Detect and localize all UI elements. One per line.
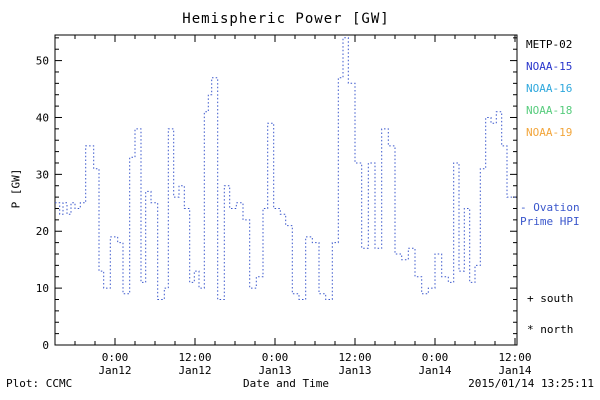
legend-item-noaa-16: NOAA-16 [526,82,573,95]
legend-item-noaa-18: NOAA-18 [526,104,573,117]
ovation-label: - Ovation Prime HPI [520,201,580,229]
legend-item-noaa-15: NOAA-15 [526,60,573,73]
y-tick-label: 50 [36,55,49,68]
x-tick-label-time: 12:00 [178,351,211,364]
hpi-step-line [55,37,517,300]
x-tick-label-time: 12:00 [498,351,531,364]
x-tick-label-time: 0:00 [102,351,129,364]
x-axis-title: Date and Time [242,377,330,390]
x-tick-label-time: 12:00 [338,351,371,364]
chart-title: Hemispheric Power [GW] [182,11,390,27]
legend-item-metp-02: METP-02 [526,38,573,51]
ovation-label-line: Prime HPI [520,215,580,228]
x-tick-label-time: 0:00 [262,351,289,364]
y-tick-label: 40 [36,111,49,124]
ovation-label-line: - Ovation [520,201,580,214]
x-tick-label-date: Jan14 [498,364,531,377]
y-tick-label: 0 [42,339,49,352]
marker-legend: + south * north [527,292,573,354]
marker-legend-south: + south [527,292,574,305]
plot-timestamp: 2015/01/14 13:25:11 [468,377,594,390]
x-tick-label-date: Jan12 [178,364,211,377]
x-tick-label-time: 0:00 [422,351,449,364]
plot-source: Plot: CCMC [6,377,73,390]
x-tick-label-date: Jan13 [338,364,371,377]
x-tick-label-date: Jan12 [98,364,131,377]
x-tick-label-date: Jan13 [258,364,291,377]
legend-item-noaa-19: NOAA-19 [526,126,573,139]
x-tick-label-date: Jan14 [418,364,451,377]
y-axis-title: P [GW] [9,168,23,209]
y-tick-label: 20 [36,225,49,238]
plot-box [54,34,518,346]
satellite-legend: METP-02 NOAA-15 NOAA-16 NOAA-18 NOAA-19 [526,38,572,148]
marker-legend-north: * north [527,323,574,336]
y-tick-label: 30 [36,168,49,181]
y-tick-label: 10 [36,282,49,295]
